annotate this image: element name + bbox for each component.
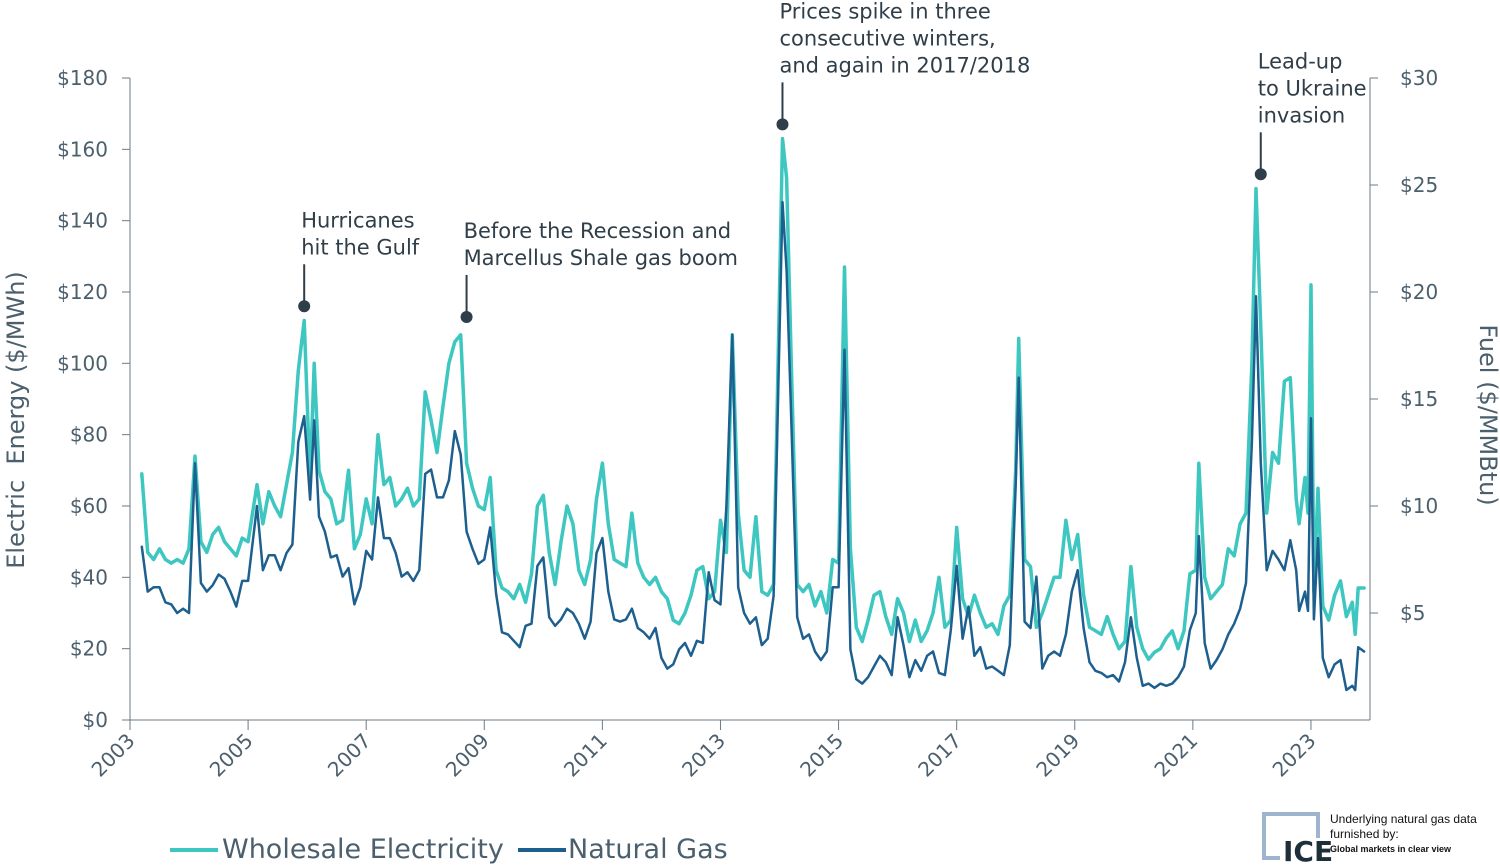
annotation-text-line: hit the Gulf: [301, 235, 420, 259]
annotation-marker: [1254, 168, 1267, 181]
left-y-tick-label: $180: [57, 66, 108, 90]
left-y-tick-label: $160: [57, 137, 108, 161]
x-tick-label: 2007: [323, 729, 376, 782]
left-y-tick-label: $20: [70, 637, 108, 661]
right-y-tick-label: $25: [1400, 173, 1438, 197]
left-y-ticks: $0 $20 $40 $60 $80 $100 $120 $140 $160 $180: [57, 66, 130, 732]
right-y-tick-label: $5: [1400, 601, 1425, 625]
right-axis-title: Fuel ($/MMBtu): [1474, 324, 1500, 505]
ice-attribution-caption: Underlying natural gas data furnished by…: [1330, 812, 1477, 841]
annotation-text-line: Lead-up: [1258, 49, 1343, 73]
legend: Wholesale Electricity Natural Gas: [170, 834, 728, 865]
x-tick-label: 2019: [1031, 729, 1084, 782]
annotation-text-line: Hurricanes: [301, 208, 414, 232]
annotation-text-line: invasion: [1258, 103, 1345, 127]
left-y-tick-label: $100: [57, 351, 108, 375]
x-tick-label: 2023: [1268, 729, 1321, 782]
series-line-natural-gas: [140, 200, 1366, 692]
right-y-tick-label: $20: [1400, 280, 1438, 304]
series-layer: [140, 136, 1366, 692]
ice-attribution-text: Underlying natural gas data furnished by…: [1330, 812, 1480, 857]
x-tick-label: 2011: [559, 729, 612, 782]
series-line-wholesale-electricity: [140, 136, 1366, 662]
left-y-tick-label: $60: [70, 494, 108, 518]
right-y-tick-label: $10: [1400, 494, 1438, 518]
x-axis-ticks: 2003 2005 2007 2009 2011 2013 2015 2017 2019 2021…: [87, 720, 1321, 782]
left-y-tick-label: $140: [57, 209, 108, 233]
x-tick-label: 2015: [795, 729, 848, 782]
annotation-text-line: Marcellus Shale gas boom: [464, 246, 738, 270]
annotation-marker: [460, 310, 473, 323]
ice-logo-attribution: ICE Underlying natural gas data furnishe…: [1262, 810, 1482, 866]
left-y-tick-label: $40: [70, 565, 108, 589]
legend-label-electricity: Wholesale Electricity: [222, 834, 504, 865]
right-y-ticks: $5 $10 $15 $20 $25 $30: [1370, 66, 1438, 625]
x-tick-label: 2005: [205, 729, 258, 782]
annotation-text-line: and again in 2017/2018: [779, 53, 1030, 77]
annotation-text-line: Prices spike in three: [779, 0, 990, 23]
annotation-text-line: to Ukraine: [1258, 76, 1367, 100]
annotation-text-line: Before the Recession and: [464, 219, 732, 243]
x-tick-label: 2003: [87, 729, 140, 782]
annotation-marker: [776, 118, 789, 131]
x-tick-label: 2009: [441, 729, 494, 782]
left-y-tick-label: $0: [83, 708, 108, 732]
right-y-tick-label: $30: [1400, 66, 1438, 90]
ice-logo-letters: ICE: [1280, 838, 1337, 866]
legend-label-natural-gas: Natural Gas: [568, 834, 728, 865]
ice-tagline: Global markets in clear view: [1330, 844, 1452, 854]
x-tick-label: 2017: [913, 729, 966, 782]
annotation-marker: [298, 300, 311, 313]
right-y-tick-label: $15: [1400, 387, 1438, 411]
left-y-tick-label: $80: [70, 423, 108, 447]
annotation-text-line: consecutive winters,: [779, 26, 995, 50]
left-y-tick-label: $120: [57, 280, 108, 304]
annotation-layer: Hurricanes hit the Gulf Before the Recessi…: [298, 0, 1367, 323]
x-tick-label: 2013: [677, 729, 730, 782]
left-axis-title: Electric Energy ($/MWh): [2, 271, 30, 569]
x-tick-label: 2021: [1149, 729, 1202, 782]
